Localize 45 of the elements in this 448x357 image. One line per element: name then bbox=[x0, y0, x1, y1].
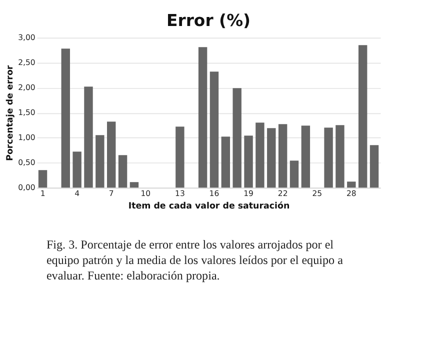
bar bbox=[358, 45, 368, 188]
x-tick-label: 25 bbox=[312, 188, 322, 198]
bar bbox=[210, 72, 219, 188]
bar bbox=[267, 128, 276, 188]
x-axis-title: Item de cada valor de saturación bbox=[128, 201, 290, 212]
bar bbox=[336, 125, 344, 188]
x-tick-label: 16 bbox=[209, 188, 220, 198]
bar bbox=[176, 126, 184, 188]
y-tick-label: 0,50 bbox=[18, 158, 36, 168]
bar bbox=[301, 126, 310, 188]
x-tick-label: 7 bbox=[108, 188, 114, 198]
bar bbox=[130, 182, 139, 188]
bar bbox=[232, 88, 242, 188]
y-tick-label: 2,00 bbox=[18, 83, 36, 92]
x-tick-label: 22 bbox=[278, 188, 288, 198]
bar bbox=[256, 122, 264, 188]
x-tick-label: 4 bbox=[74, 188, 80, 198]
chart-title: Error (%) bbox=[166, 11, 251, 30]
y-tick-label: 2,50 bbox=[18, 58, 36, 68]
y-tick-label: 1,00 bbox=[18, 133, 36, 142]
bar bbox=[61, 48, 70, 188]
bar bbox=[278, 124, 288, 188]
bar bbox=[244, 136, 253, 188]
bar bbox=[107, 122, 116, 188]
x-tick-label: 19 bbox=[244, 188, 254, 198]
bar bbox=[96, 135, 104, 188]
bar bbox=[84, 86, 93, 188]
x-tick-label: 28 bbox=[346, 188, 356, 198]
x-tick-label: 10 bbox=[140, 188, 151, 198]
bar bbox=[347, 182, 356, 188]
y-tick-label: 0,00 bbox=[18, 183, 36, 192]
bar bbox=[370, 145, 379, 188]
x-tick-label: 13 bbox=[175, 188, 185, 198]
y-tick-label: 3,00 bbox=[18, 33, 36, 42]
bar bbox=[198, 47, 208, 188]
y-axis-title: Porcentaje de error bbox=[5, 64, 16, 161]
bar bbox=[324, 128, 333, 188]
bar bbox=[290, 160, 299, 188]
bar bbox=[72, 152, 82, 188]
caption: Fig. 3. Porcentaje de error entre los valores arrojados por el equipo patrón y la media de los valores leídos por el equipo a evaluar. Fuente: elaboración propia. bbox=[46, 238, 344, 283]
bar bbox=[38, 170, 48, 188]
bar bbox=[221, 136, 230, 188]
bar bbox=[118, 155, 128, 188]
x-tick-label: 1 bbox=[40, 188, 46, 198]
y-tick-label: 1,50 bbox=[18, 108, 36, 118]
